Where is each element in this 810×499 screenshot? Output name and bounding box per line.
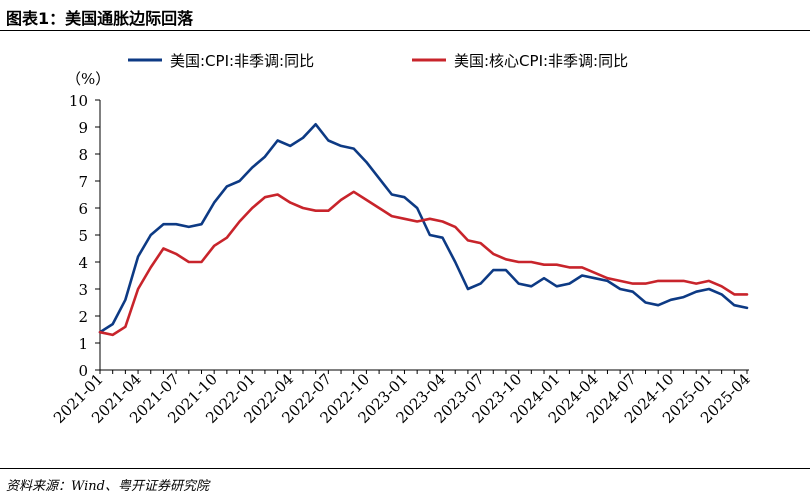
title-rule [0, 30, 810, 31]
line-chart: 美国:CPI:非季调:同比 美国:核心CPI:非季调:同比 （%） 0 1 2 3 4 5… [50, 52, 754, 427]
y-tick-label: 10 [69, 92, 88, 110]
source-rule [0, 468, 810, 469]
y-tick-label: 4 [78, 254, 88, 272]
y-tick-label: 3 [78, 281, 88, 299]
y-tick-label: 7 [78, 173, 88, 191]
y-tick-label: 2 [78, 308, 88, 326]
figure-title: 图表1：美国通胀边际回落 [6, 9, 194, 28]
legend-label-cpi: 美国:CPI:非季调:同比 [170, 52, 314, 70]
series-line-cpi [98, 123, 749, 334]
y-tick-label: 5 [78, 227, 88, 245]
y-tick-label: 6 [78, 200, 88, 218]
source-note: 资料来源：Wind、粤开证券研究院 [6, 479, 209, 494]
series-lines [98, 123, 749, 337]
y-tick-label: 9 [78, 119, 88, 137]
y-axis-unit-label: （%） [66, 70, 110, 88]
legend-label-core-cpi: 美国:核心CPI:非季调:同比 [454, 52, 628, 70]
y-tick-label: 1 [78, 335, 88, 353]
y-tick-label: 8 [78, 146, 88, 164]
series-line-core-cpi [98, 190, 749, 337]
legend: 美国:CPI:非季调:同比 美国:核心CPI:非季调:同比 [128, 52, 628, 70]
y-tick-label: 0 [78, 362, 88, 380]
